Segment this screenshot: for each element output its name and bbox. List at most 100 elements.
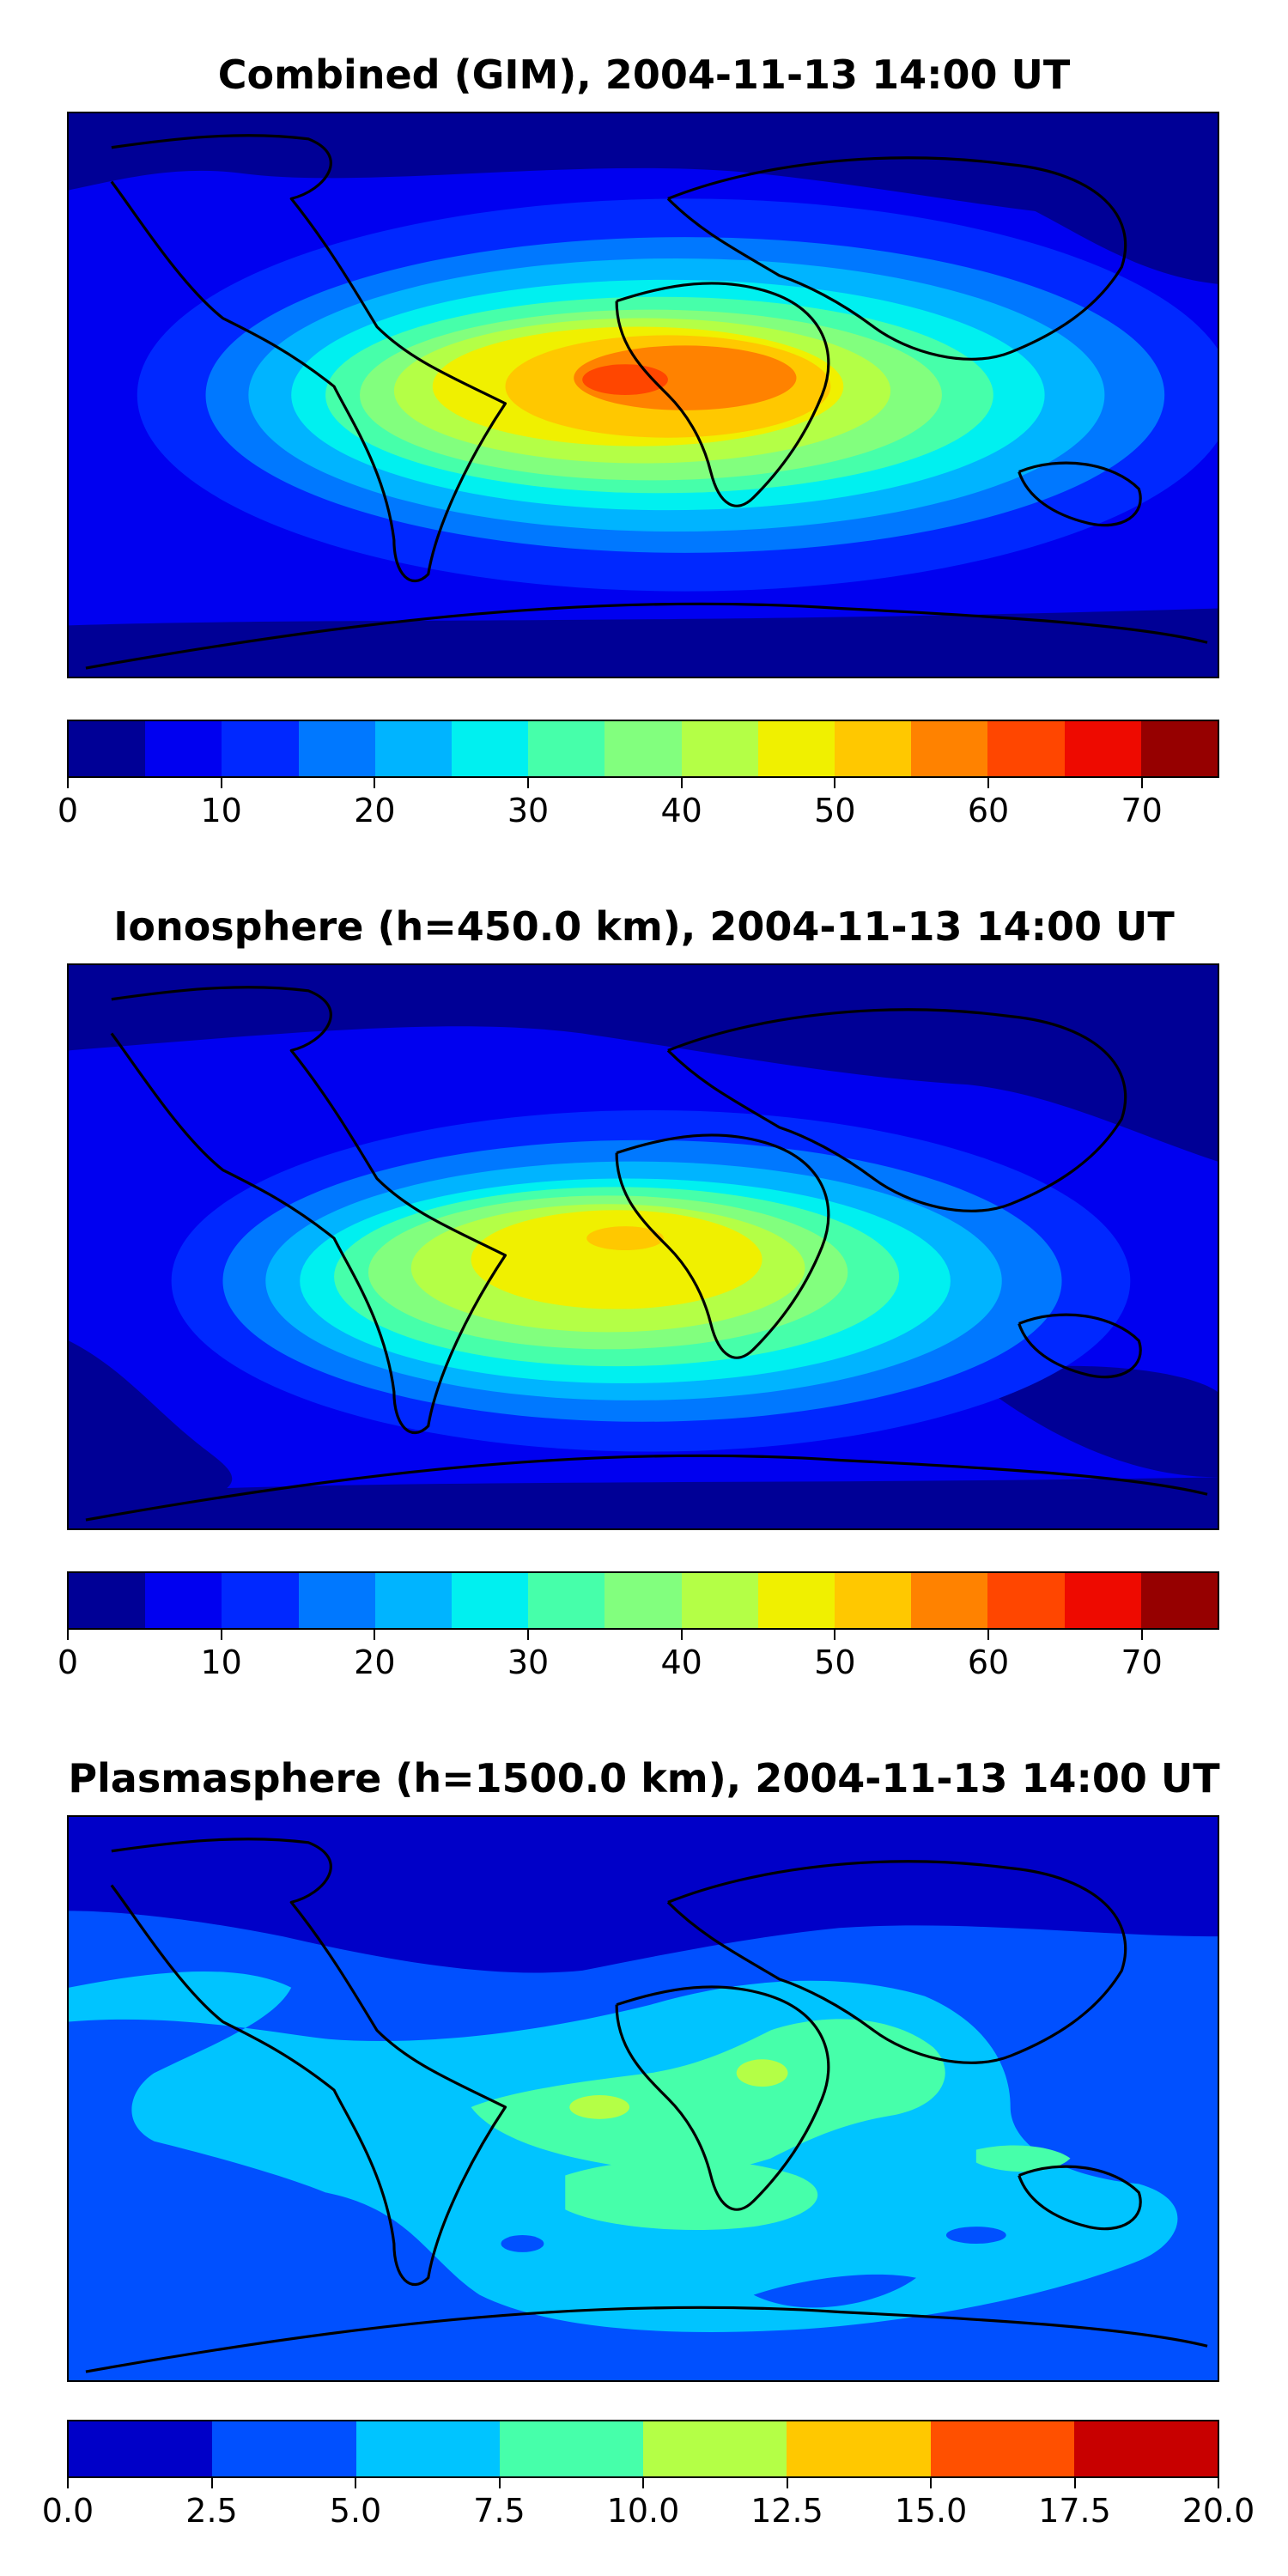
colorbar-tick-label: 60 [967, 792, 1010, 829]
colorbar-tick-label: 70 [1121, 792, 1163, 829]
colorbar-segment [1064, 1573, 1141, 1628]
colorbar-tick-label: 17.5 [1038, 2492, 1111, 2530]
colorbar-ticks-ionosphere: 0 10 20 30 40 50 60 70 [58, 1630, 1219, 1681]
panel-title-plasmasphere: Plasmasphere (h=1500.0 km), 2004-11-13 1… [68, 1755, 1220, 1801]
colorbar-tick-mark [642, 2478, 644, 2488]
colorbar-tick-mark [355, 2478, 356, 2488]
colorbar-segment [835, 1573, 912, 1628]
colorbar-segment [1140, 721, 1218, 776]
colorbar-segment [911, 1573, 988, 1628]
colorbar-segment [681, 721, 758, 776]
colorbar-tick-mark [498, 2478, 501, 2488]
map-plasmasphere [67, 1815, 1219, 2382]
colorbar-segment [787, 2421, 931, 2476]
colorbar-segment [1073, 2421, 1218, 2476]
coastline [85, 134, 1208, 670]
colorbar-tick-mark [67, 2478, 69, 2488]
colorbar-tick-label: 60 [967, 1643, 1010, 1681]
colorbar-tick-label: 10 [200, 1643, 242, 1681]
colorbar-segment [835, 721, 912, 776]
colorbar-tick-label: 30 [507, 1643, 550, 1681]
colorbar-tick-mark [374, 1630, 376, 1640]
colorbar-plasmasphere [67, 2420, 1219, 2478]
colorbar-segment [681, 1573, 758, 1628]
colorbar-tick-mark [1140, 1630, 1143, 1640]
colorbar-segment [605, 1573, 682, 1628]
panel-title-ionosphere: Ionosphere (h=450.0 km), 2004-11-13 14:0… [113, 903, 1175, 950]
colorbar-segment [1140, 1573, 1218, 1628]
colorbar-ticks-plasmasphere: 0.0 2.5 5.0 7.5 10.0 12.5 15.0 17.5 20.0 [42, 2478, 1255, 2530]
colorbar-segment [528, 1573, 605, 1628]
colorbar-tick-mark [680, 778, 683, 788]
colorbar-ionosphere [67, 1571, 1219, 1630]
colorbar-segment [69, 1573, 146, 1628]
colorbar-segment [212, 2421, 356, 2476]
colorbar-tick-label: 7.5 [473, 2492, 526, 2530]
colorbar-tick-label: 30 [507, 792, 550, 829]
colorbar-tick-label: 70 [1121, 1643, 1163, 1681]
colorbar-segment [757, 721, 835, 776]
colorbar-tick-label: 0.0 [41, 2492, 94, 2530]
colorbar-tick-label: 0 [57, 792, 79, 829]
colorbar-tick-mark [220, 778, 222, 788]
colorbar-tick-mark [1073, 2478, 1076, 2488]
colorbar-segment [69, 721, 146, 776]
colorbar-segment [298, 1573, 375, 1628]
colorbar-tick-mark [834, 778, 836, 788]
colorbar-ticks-combined: 0 10 20 30 40 50 60 70 [58, 778, 1219, 829]
colorbar-segment [452, 721, 529, 776]
colorbar-segment [69, 2421, 213, 2476]
colorbar-tick-mark [67, 1630, 69, 1640]
colorbar-segment [987, 1573, 1065, 1628]
map-ionosphere [67, 963, 1219, 1530]
colorbar-segment [374, 1573, 453, 1628]
colorbar-tick-mark [67, 778, 69, 788]
colorbar-tick-mark [210, 2478, 213, 2488]
colorbar-tick-mark [987, 778, 989, 788]
colorbar-segment [528, 721, 605, 776]
colorbar-tick-mark [786, 2478, 788, 2488]
colorbar-tick-label: 20.0 [1182, 2492, 1255, 2530]
colorbar-tick-mark [374, 778, 376, 788]
colorbar-tick-mark [680, 1630, 683, 1640]
map-combined [67, 112, 1219, 678]
colorbar-tick-mark [1218, 2478, 1219, 2488]
colorbar-combined [67, 720, 1219, 778]
colorbar-tick-label: 10.0 [606, 2492, 680, 2530]
colorbar-tick-mark [834, 1630, 836, 1640]
colorbar-tick-label: 12.5 [750, 2492, 823, 2530]
colorbar-segment [499, 2421, 643, 2476]
colorbar-tick-mark [1140, 778, 1143, 788]
colorbar-tick-label: 20 [354, 792, 396, 829]
colorbar-tick-mark [527, 778, 529, 788]
colorbar-tick-mark [987, 1630, 989, 1640]
colorbar-tick-label: 2.5 [185, 2492, 238, 2530]
colorbar-segment [222, 1573, 299, 1628]
colorbar-segment [987, 721, 1065, 776]
colorbar-tick-label: 0 [57, 1643, 79, 1681]
colorbar-tick-label: 15.0 [894, 2492, 968, 2530]
colorbar-tick-label: 10 [200, 792, 242, 829]
colorbar-tick-label: 50 [814, 1643, 856, 1681]
colorbar-tick-label: 40 [660, 1643, 702, 1681]
colorbar-tick-mark [930, 2478, 932, 2488]
colorbar-tick-label: 40 [660, 792, 702, 829]
colorbar-tick-label: 5.0 [329, 2492, 382, 2530]
colorbar-tick-mark [220, 1630, 222, 1640]
colorbar-segment [930, 2421, 1074, 2476]
colorbar-segment [452, 1573, 529, 1628]
colorbar-segment [145, 1573, 222, 1628]
colorbar-segment [643, 2421, 787, 2476]
colorbar-segment [374, 721, 453, 776]
colorbar-segment [355, 2421, 500, 2476]
colorbar-tick-label: 20 [354, 1643, 396, 1681]
panel-title-combined: Combined (GIM), 2004-11-13 14:00 UT [217, 52, 1071, 98]
colorbar-segment [757, 1573, 835, 1628]
colorbar-segment [222, 721, 299, 776]
colorbar-tick-mark [527, 1630, 529, 1640]
colorbar-segment [145, 721, 222, 776]
colorbar-segment [1064, 721, 1141, 776]
colorbar-segment [298, 721, 375, 776]
colorbar-segment [911, 721, 988, 776]
colorbar-tick-label: 50 [814, 792, 856, 829]
